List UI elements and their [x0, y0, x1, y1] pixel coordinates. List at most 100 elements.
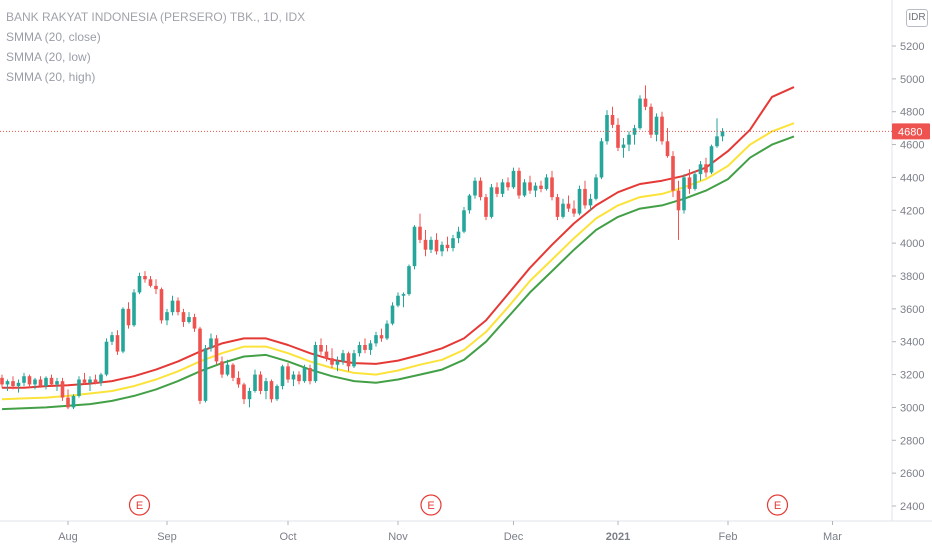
smma-close-line: [1, 122, 795, 401]
candle-body: [302, 368, 307, 382]
candle-body: [77, 379, 81, 396]
candle-body: [544, 177, 549, 189]
candle-body: [291, 374, 296, 380]
y-tick-label: 4600: [900, 140, 924, 152]
candle-body: [242, 384, 246, 400]
candle-body: [693, 174, 697, 189]
candle-body: [643, 98, 648, 107]
candle-body: [363, 345, 367, 350]
candle-body: [715, 136, 719, 147]
candle-body: [275, 386, 279, 400]
x-tick-label: Mar: [823, 531, 842, 543]
last-price-tag: [892, 123, 930, 140]
y-tick-label: 3800: [900, 271, 924, 283]
currency-badge[interactable]: IDR: [906, 9, 928, 27]
candle-body: [313, 345, 318, 382]
candle-body: [385, 323, 389, 339]
candle-body: [588, 198, 593, 206]
candle-body: [396, 295, 400, 306]
candle-body: [390, 305, 395, 324]
candle-body: [709, 146, 714, 173]
candle-body: [115, 335, 120, 352]
candle-body: [478, 180, 483, 198]
candle-body: [170, 300, 175, 313]
earnings-marker[interactable]: [420, 494, 442, 516]
y-tick-label: 2600: [900, 468, 924, 480]
candle-body: [522, 182, 527, 196]
candle-body: [456, 231, 461, 239]
x-tick-label: Feb: [719, 531, 738, 543]
candle-body: [264, 381, 268, 391]
earnings-marker[interactable]: [128, 494, 151, 516]
candle-body: [533, 185, 538, 191]
candle-body: [423, 239, 428, 250]
candle-body: [720, 131, 725, 137]
y-tick-label: 4400: [900, 172, 924, 184]
y-tick-label: 4200: [900, 205, 924, 217]
candle-body: [357, 345, 362, 354]
candle-body: [104, 341, 109, 375]
candle-body: [176, 300, 180, 313]
candle-body: [192, 317, 197, 329]
candle-body: [231, 364, 235, 378]
candle-body: [506, 182, 510, 188]
y-tick-label: 4800: [900, 107, 924, 119]
candle-body: [407, 266, 411, 295]
candle-body: [665, 141, 670, 157]
indicator-smma-high[interactable]: SMMA (20, high): [6, 70, 96, 84]
candle-body: [429, 239, 433, 250]
earnings-marker[interactable]: [766, 494, 789, 516]
indicator-smma-close[interactable]: SMMA (20, close): [6, 30, 101, 44]
smma-high-line: [2, 86, 795, 389]
candle-body: [253, 374, 257, 391]
candle-body: [126, 308, 131, 326]
candle-body: [27, 376, 32, 385]
candle-body: [687, 177, 692, 189]
candle-body: [500, 182, 505, 194]
candle-body: [143, 276, 147, 280]
candle-body: [632, 128, 637, 135]
candle-body: [154, 285, 158, 290]
candle-body: [550, 177, 554, 198]
y-tick-label: 3200: [900, 370, 924, 382]
candle-body: [330, 358, 334, 365]
candle-body: [66, 397, 70, 408]
candle-body: [99, 374, 103, 383]
candle-body: [258, 374, 263, 391]
candle-body: [319, 345, 323, 352]
y-tick-label: 3000: [900, 402, 924, 414]
indicator-smma-low[interactable]: SMMA (20, low): [6, 50, 91, 64]
y-tick-label: 5000: [900, 74, 924, 86]
candle-body: [209, 338, 213, 349]
candle-body: [434, 239, 439, 252]
candle-body: [616, 124, 620, 148]
x-tick-label: Aug: [58, 531, 78, 543]
candle-body: [203, 348, 208, 401]
candle-body: [5, 381, 10, 385]
candle-body: [341, 353, 345, 362]
candle-body: [346, 353, 351, 367]
candle-body: [159, 289, 164, 321]
x-tick-label: Oct: [279, 531, 296, 543]
candle-body: [374, 335, 378, 344]
candle-body: [418, 226, 422, 240]
smma-low-line: [1, 135, 795, 411]
candle-body: [93, 379, 98, 383]
candle-body: [165, 312, 169, 321]
candle-body: [610, 115, 615, 125]
candle-body: [572, 208, 576, 214]
candle-body: [11, 381, 15, 387]
candle-body: [440, 244, 444, 252]
candle-body: [577, 188, 582, 214]
candle-body: [16, 382, 21, 387]
candle-body: [247, 391, 252, 400]
candle-body: [682, 177, 686, 211]
candle-body: [462, 210, 466, 232]
candle-body: [368, 343, 373, 350]
candle-body: [627, 134, 631, 145]
candle-body: [49, 377, 54, 385]
y-tick-label: 4000: [900, 238, 924, 250]
candle-body: [44, 377, 48, 387]
candle-body: [511, 170, 516, 188]
